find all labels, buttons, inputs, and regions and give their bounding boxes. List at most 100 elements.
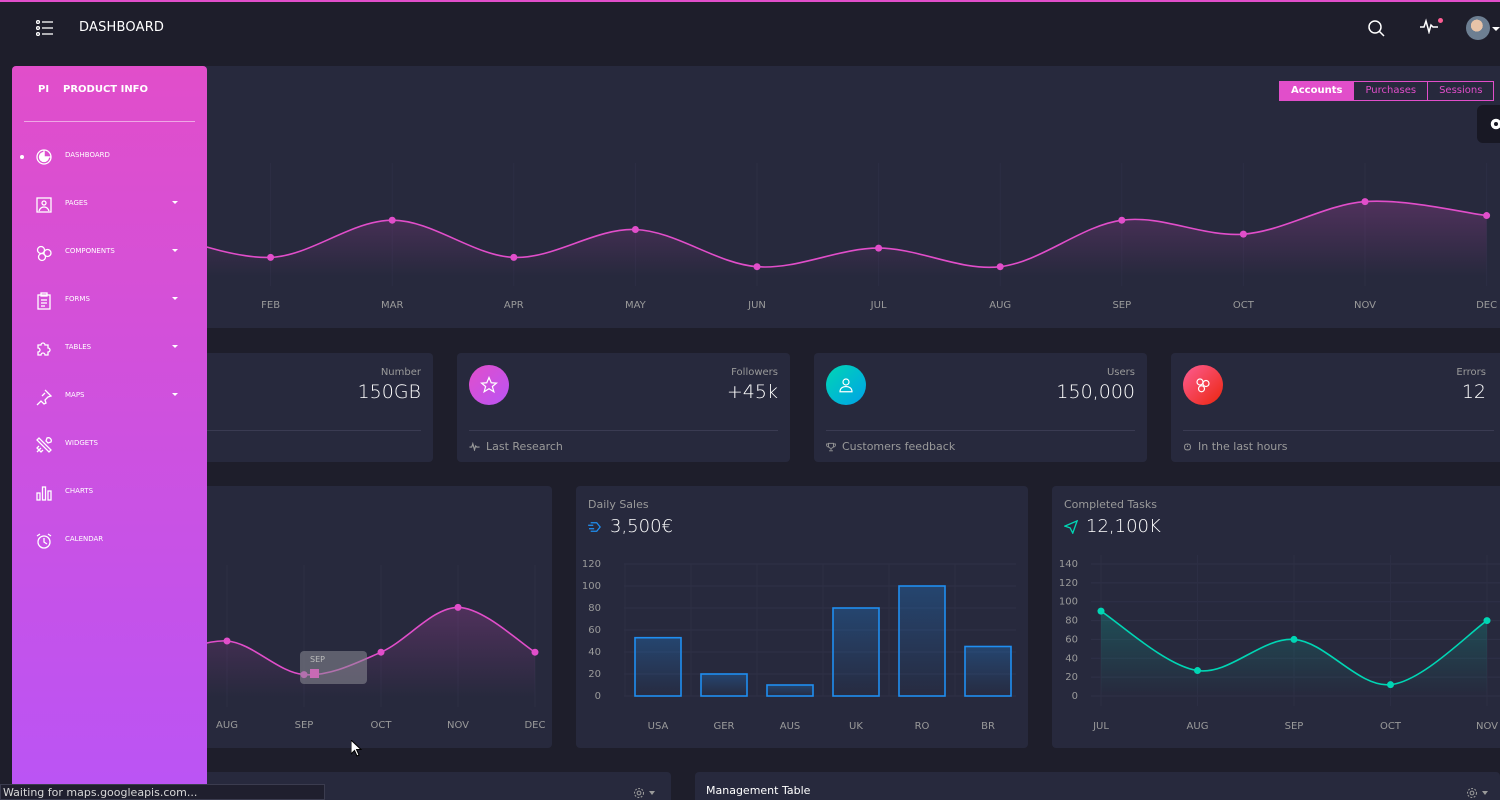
stat-footer-text: Customers feedback — [842, 440, 956, 453]
performance-line-chart: JANFEBMARAPRMAYJUNJULAUGSEPOCTNOVDEC — [139, 163, 1497, 311]
data-point — [531, 648, 539, 656]
data-point — [631, 226, 639, 233]
watch-icon — [1184, 443, 1191, 450]
bar — [964, 645, 1012, 697]
y-tick-label: 60 — [588, 625, 601, 636]
y-tick-label: 80 — [588, 603, 601, 614]
x-tick-label: FEB — [261, 300, 280, 311]
trophy-icon — [826, 442, 836, 451]
gear-icon[interactable] — [1466, 787, 1478, 799]
sidebar-item-tables[interactable]: TABLES — [12, 334, 207, 364]
molecule-icon — [35, 244, 53, 266]
x-tick-label: OCT — [371, 720, 393, 731]
sidebar-item-charts[interactable]: CHARTS — [12, 478, 207, 508]
x-tick-label: JUN — [747, 300, 766, 311]
stat-label: Users — [1106, 367, 1135, 378]
y-tick-label: 100 — [582, 581, 601, 592]
data-point — [1483, 212, 1491, 220]
x-tick-label: NOV — [1354, 300, 1376, 311]
delivery-fast-icon — [588, 521, 601, 532]
data-point — [223, 637, 231, 645]
x-tick-label: NOV — [1476, 721, 1498, 732]
stat-footer: Customers feedback — [826, 440, 955, 453]
menu-icon[interactable] — [35, 19, 54, 40]
x-tick-label: UK — [849, 721, 863, 732]
series-line — [148, 200, 1487, 269]
data-point — [1097, 607, 1105, 615]
chevron-down-icon[interactable] — [1482, 791, 1488, 795]
x-tick-label: AUG — [1187, 721, 1209, 732]
send-icon — [1064, 519, 1078, 534]
sidebar-item-dashboard[interactable]: DASHBOARD — [12, 142, 207, 172]
y-tick-label: 20 — [588, 669, 601, 680]
chevron-down-icon[interactable] — [649, 791, 655, 795]
stat-footer-text: In the last hours — [1198, 440, 1288, 453]
card-title: Daily Sales — [588, 498, 649, 511]
tooltip-label: SEP — [310, 655, 325, 664]
management-table-card: Management Table — [695, 772, 1500, 800]
logo-text[interactable]: PRODUCT INFO — [63, 84, 149, 95]
card-settings[interactable] — [633, 787, 655, 799]
data-point — [377, 648, 385, 656]
gear-icon[interactable] — [1489, 117, 1500, 131]
sidebar-item-pages[interactable]: PAGES — [12, 190, 207, 220]
stat-card-followers: Followers +45k Last Research — [457, 353, 790, 462]
stat-value: 150GB — [357, 381, 421, 403]
sidebar-item-forms[interactable]: FORMS — [12, 286, 207, 316]
chevron-down-icon — [172, 393, 178, 396]
user-icon — [826, 365, 866, 405]
sidebar-item-components[interactable]: COMPONENTS — [12, 238, 207, 268]
sessions-button[interactable]: Sessions — [1428, 81, 1495, 101]
series-area — [150, 607, 535, 697]
data-point — [510, 253, 518, 261]
x-tick-label: APR — [504, 300, 524, 311]
chevron-down-icon — [172, 345, 178, 348]
x-tick-label: DEC — [1476, 300, 1497, 311]
search-icon[interactable] — [1367, 19, 1385, 41]
logo-mini[interactable]: PI — [38, 84, 50, 95]
mouse-cursor — [351, 740, 363, 757]
settings-plugin[interactable] — [1477, 105, 1500, 143]
divider — [162, 430, 421, 431]
x-tick-label: SEP — [1285, 721, 1304, 732]
data-point — [1483, 617, 1491, 625]
pulse-icon[interactable] — [1420, 18, 1438, 38]
stat-footer-text: Last Research — [486, 440, 563, 453]
y-tick-label: 140 — [1059, 559, 1078, 570]
chevron-down-icon — [172, 249, 178, 252]
stat-value: +45k — [726, 381, 778, 403]
x-tick-label: DEC — [524, 720, 545, 731]
sidebar-item-calendar[interactable]: CALENDAR — [12, 526, 207, 556]
x-tick-label: OCT — [1233, 300, 1255, 311]
sidebar-item-label: FORMS — [65, 295, 90, 303]
notification-dot — [1438, 18, 1443, 23]
card-amount: 12,100K — [1064, 516, 1161, 537]
chevron-down-icon — [172, 297, 178, 300]
sidebar-item-label: PAGES — [65, 199, 88, 207]
top-accent-line — [0, 0, 1500, 2]
navbar-brand[interactable]: DASHBOARD — [79, 20, 165, 35]
x-tick-label: RO — [915, 721, 930, 732]
stat-card-errors: Errors 12 In the last hours — [1171, 353, 1500, 462]
puzzle-icon — [35, 340, 53, 362]
gear-icon[interactable] — [633, 787, 645, 799]
alarm-icon — [35, 532, 53, 554]
x-tick-label: GER — [713, 721, 734, 732]
card-settings[interactable] — [1466, 787, 1488, 799]
chart-pie-icon — [35, 148, 53, 170]
purchases-button[interactable]: Purchases — [1354, 81, 1429, 101]
accounts-button[interactable]: Accounts — [1279, 81, 1355, 101]
sidebar-item-label: CHARTS — [65, 487, 94, 495]
series-area — [1101, 611, 1487, 696]
data-point — [1194, 667, 1201, 675]
avatar[interactable] — [1466, 16, 1490, 40]
sidebar-item-label: MAPS — [65, 391, 85, 399]
sidebar-item-widgets[interactable]: WIDGETS — [12, 430, 207, 460]
sidebar-item-label: DASHBOARD — [65, 151, 110, 159]
y-tick-label: 120 — [1059, 578, 1078, 589]
data-point — [753, 263, 761, 271]
sidebar-item-maps[interactable]: MAPS — [12, 382, 207, 412]
x-tick-label: JUL — [1092, 721, 1109, 732]
tooltip-swatch — [310, 669, 319, 678]
chevron-down-icon[interactable] — [1492, 27, 1500, 31]
